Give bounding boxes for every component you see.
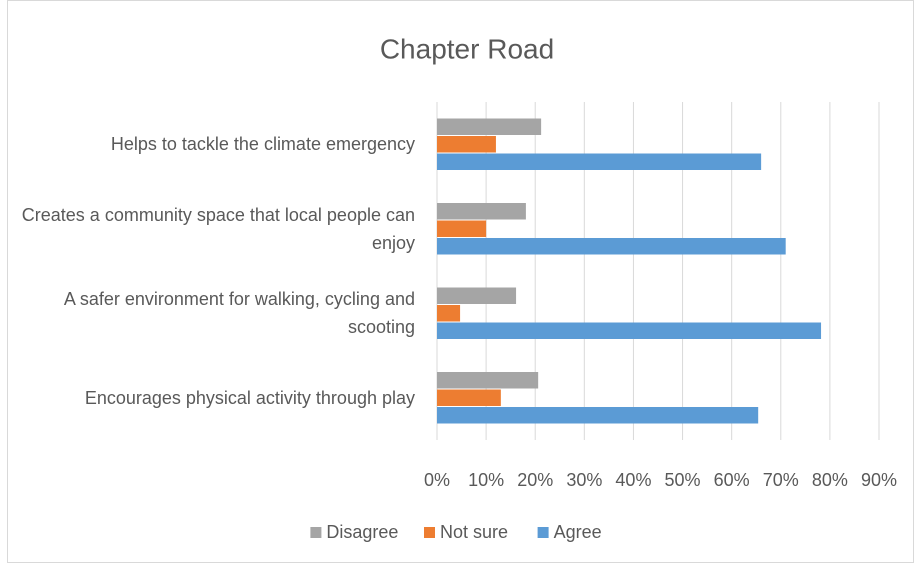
bar [437, 118, 542, 135]
bar [437, 136, 496, 153]
chart-border [7, 0, 914, 563]
bar [437, 389, 501, 406]
legend-label: Disagree [326, 522, 398, 542]
x-tick-label: 30% [566, 470, 602, 490]
y-tick-label: Helps to tackle the climate emergency [110, 134, 415, 155]
y-tick-label: A safer environment for walking, cycling… [63, 289, 415, 338]
bar [437, 203, 526, 220]
legend-swatch [310, 527, 322, 538]
bar [437, 322, 822, 339]
bar [437, 372, 539, 389]
y-tick-label: Creates a community space that local peo… [21, 204, 415, 253]
x-tick-label: 0% [424, 470, 450, 490]
bar [437, 238, 786, 255]
bar [437, 287, 517, 304]
x-tick-label: 80% [812, 470, 848, 490]
chart-title: Chapter Road [380, 33, 554, 64]
x-tick-label: 70% [763, 470, 799, 490]
x-tick-label: 10% [468, 470, 504, 490]
legend-swatch [424, 527, 435, 538]
legend-label: Agree [554, 522, 602, 542]
legend-label: Not sure [440, 522, 508, 542]
bar [437, 305, 461, 322]
bar [437, 407, 759, 424]
legend-swatch [537, 527, 549, 538]
bar [437, 153, 762, 170]
x-tick-label: 50% [665, 470, 701, 490]
x-tick-label: 60% [714, 470, 750, 490]
x-tick-label: 90% [861, 470, 897, 490]
y-tick-label: Encourages physical activity through pla… [84, 387, 415, 408]
x-tick-label: 40% [615, 470, 651, 490]
bar [437, 220, 487, 237]
x-tick-label: 20% [517, 470, 553, 490]
